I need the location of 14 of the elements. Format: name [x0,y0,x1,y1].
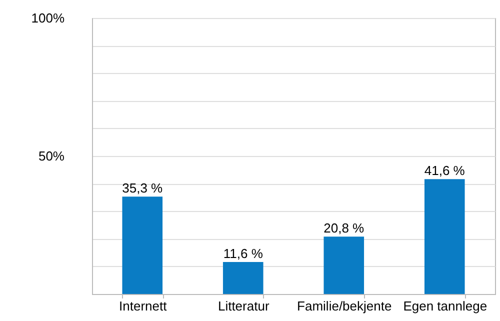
x-tick-label: Egen tannlege [403,298,488,314]
data-label: 41,6 % [424,163,466,178]
x-tick-label: Internett [119,298,168,314]
data-label: 11,6 % [223,246,264,261]
bar [324,236,364,294]
bar [122,196,163,294]
y-tick-label: 100% [31,10,65,26]
bar [424,179,465,294]
x-tick-label: Litteratur [218,298,270,314]
data-label: 20,8 % [324,220,365,236]
x-tick-label: Familie/bekjente [297,298,392,314]
bar [222,262,264,294]
y-tick-label: 50% [38,148,65,164]
data-label: 35,3 % [122,180,164,196]
